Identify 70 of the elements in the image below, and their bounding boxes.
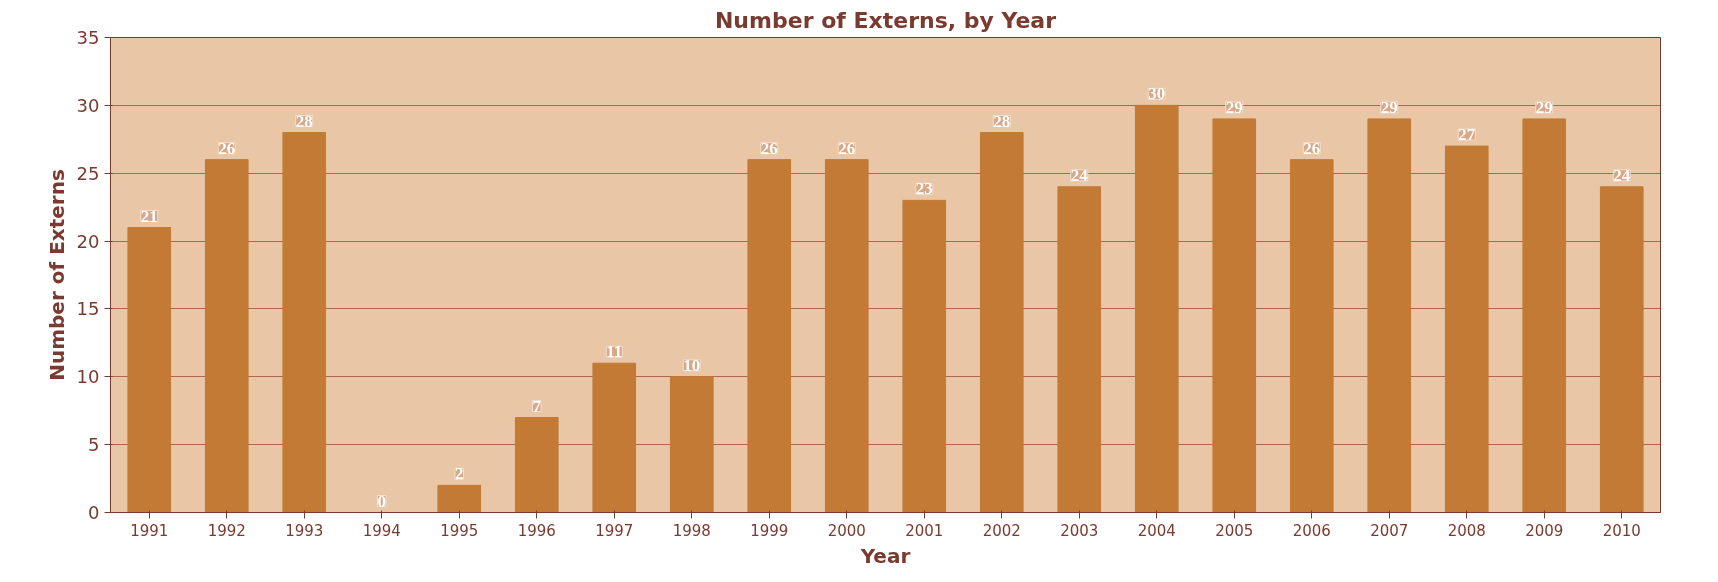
x-tick-label: 2002: [982, 521, 1021, 540]
y-tick-label: 25: [76, 162, 100, 184]
bar: [1057, 186, 1102, 513]
data-label: 26: [1303, 138, 1321, 158]
bar: [902, 199, 947, 513]
bar: [669, 376, 714, 513]
data-label: 28: [295, 111, 313, 131]
bar: [1444, 145, 1489, 513]
data-label: 26: [838, 138, 856, 158]
x-tick-label: 2009: [1525, 521, 1564, 540]
data-label: 27: [1458, 125, 1476, 145]
data-label: 29: [1225, 97, 1243, 117]
x-tick-label: 1993: [285, 521, 324, 540]
data-label: 26: [760, 138, 778, 158]
bar: [747, 159, 792, 513]
x-tick-label: 1997: [595, 521, 634, 540]
x-tick-label: 2006: [1292, 521, 1331, 540]
data-label: 24: [1070, 165, 1089, 185]
bar: [979, 132, 1024, 513]
x-tick-label: 1995: [440, 521, 479, 540]
bar: [592, 362, 637, 513]
bar: [514, 417, 559, 513]
data-label: 29: [1380, 97, 1398, 117]
data-label: 28: [993, 111, 1011, 131]
data-label: 7: [532, 396, 542, 416]
data-label: 21: [140, 206, 158, 226]
bar: [1212, 118, 1257, 513]
bar: [282, 132, 327, 513]
x-tick-label: 2000: [827, 521, 866, 540]
x-tick-label: 1996: [517, 521, 556, 540]
x-tick-label: 2010: [1602, 521, 1641, 540]
x-tick-label: 2007: [1370, 521, 1409, 540]
y-tick-label: 5: [88, 434, 100, 456]
bar: [127, 227, 172, 513]
y-tick-label: 0: [88, 502, 100, 523]
bar: [1599, 186, 1644, 513]
bar: [1367, 118, 1412, 513]
x-axis-title: Year: [859, 543, 911, 568]
data-label: 24: [1613, 165, 1631, 185]
bar: [1289, 159, 1334, 513]
y-tick-label: 15: [76, 298, 100, 320]
bar: [1522, 118, 1567, 513]
y-axis-title: Number of Externs: [44, 169, 69, 381]
data-label: 29: [1535, 97, 1553, 117]
data-label: 2: [455, 464, 464, 484]
data-label: 26: [218, 138, 236, 158]
data-label: 0: [377, 491, 386, 511]
bar: [1134, 104, 1179, 513]
bar: [437, 484, 482, 513]
x-tick-label: 1998: [672, 521, 711, 540]
x-tick-label: 2001: [905, 521, 944, 540]
x-tick-label: 1999: [750, 521, 789, 540]
y-tick-label: 10: [76, 366, 100, 388]
y-tick-label: 20: [76, 230, 100, 252]
bar: [204, 159, 249, 513]
y-tick-label: 35: [76, 27, 100, 48]
x-tick-label: 2004: [1137, 521, 1176, 540]
data-label: 30: [1148, 84, 1166, 104]
x-tick-label: 1992: [207, 521, 246, 540]
bar: [824, 159, 869, 513]
x-tick-label: 1991: [130, 521, 169, 540]
x-tick-label: 2003: [1060, 521, 1099, 540]
y-tick-label: 30: [76, 94, 100, 116]
data-label: 10: [683, 355, 701, 375]
data-label: 23: [915, 179, 933, 199]
x-tick-label: 2005: [1215, 521, 1254, 540]
data-label: 11: [606, 342, 623, 362]
chart-title: Number of Externs, by Year: [714, 7, 1057, 33]
x-tick-label: 1994: [362, 521, 401, 540]
x-tick-label: 2008: [1447, 521, 1486, 540]
